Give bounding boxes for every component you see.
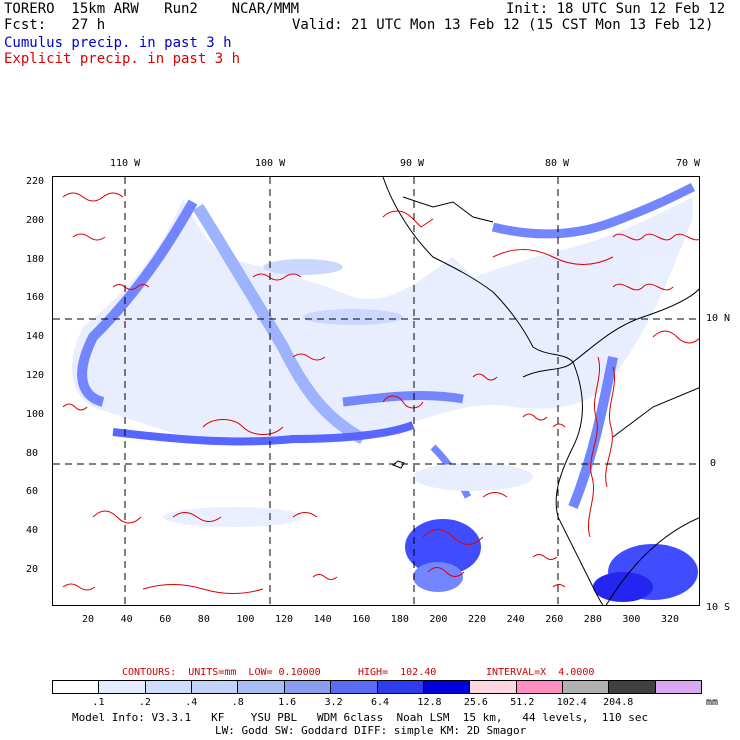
- map-canvas: [53, 177, 699, 605]
- model-physics: LW: Godd SW: Goddard DIFF: simple KM: 2D…: [215, 724, 527, 737]
- x-tick-label: 260: [545, 614, 564, 625]
- colorbar-tick-label: 51.2: [510, 697, 535, 708]
- colorbar-swatch: [331, 681, 378, 693]
- model-info: Model Info: V3.3.1 KF YSU PBL WDM 6class…: [72, 711, 649, 724]
- lon-label: 90 W: [400, 158, 425, 169]
- legend-explicit: Explicit precip. in past 3 h: [4, 51, 241, 67]
- colorbar-tick-label: .2: [138, 697, 151, 708]
- colorbar-tick-label: 204.8: [603, 697, 634, 708]
- y-tick-label: 220: [26, 176, 45, 187]
- x-tick-label: 80: [197, 614, 210, 625]
- y-tick-label: 40: [26, 525, 39, 537]
- x-tick-label: 40: [120, 614, 133, 625]
- y-tick-label: 120: [26, 370, 45, 381]
- colorbar-swatch: [238, 681, 285, 693]
- contours-interval: INTERVAL=X 4.0000: [486, 667, 595, 678]
- colorbar-swatch: [655, 681, 702, 693]
- colorbar: [52, 680, 702, 694]
- y-tick-label: 160: [26, 292, 45, 304]
- valid-time: Valid: 21 UTC Mon 13 Feb 12 (15 CST Mon …: [292, 17, 714, 33]
- y-tick-label: 60: [26, 486, 39, 498]
- x-tick-label: 300: [622, 614, 641, 625]
- colorbar-tick-label: .4: [185, 697, 198, 708]
- x-tick-label: 220: [468, 614, 487, 625]
- colorbar-swatch: [516, 681, 563, 693]
- cumulus-precip-fills: [72, 182, 698, 602]
- lat-lon-grid: [53, 177, 699, 605]
- colorbar-tick-label: .1: [92, 697, 105, 708]
- y-tick-label: 80: [26, 447, 39, 459]
- colorbar-tick-label: 6.4: [371, 697, 390, 708]
- colorbar-swatch: [53, 681, 100, 693]
- x-tick-label: 320: [661, 614, 680, 625]
- y-tick-label: 180: [26, 253, 45, 265]
- colorbar-swatch: [99, 681, 146, 693]
- x-tick-label: 280: [583, 614, 602, 625]
- legend-cumulus: Cumulus precip. in past 3 h: [4, 35, 232, 51]
- title-line: TORERO 15km ARW Run2 NCAR/MMM: [4, 1, 300, 17]
- lat-label: 10 N: [706, 313, 731, 324]
- y-tick-label: 140: [26, 331, 45, 343]
- colorbar-tick-label: 25.6: [463, 697, 488, 708]
- lat-label: 0: [710, 458, 717, 469]
- x-tick-label: 160: [352, 614, 371, 625]
- colorbar-swatch: [609, 681, 656, 693]
- y-tick-label: 100: [26, 408, 45, 420]
- x-tick-label: 20: [82, 614, 95, 625]
- colorbar-swatch: [145, 681, 193, 693]
- x-tick-label: 240: [506, 614, 525, 625]
- colorbar-tick-label: 102.4: [556, 697, 587, 708]
- y-tick-label: 20: [26, 564, 39, 575]
- colorbar-tick-label: 12.8: [417, 697, 442, 708]
- colorbar-swatch: [284, 681, 332, 693]
- lon-label: 80 W: [545, 158, 570, 169]
- lon-label: 100 W: [255, 158, 286, 169]
- x-tick-label: 200: [429, 614, 448, 625]
- contours-units: CONTOURS: UNITS=mm LOW= 0.10000: [122, 667, 321, 678]
- contours-high: HIGH= 102.40: [358, 667, 437, 678]
- colorbar-swatch: [192, 681, 239, 693]
- precip-map: [52, 176, 700, 606]
- lat-label: 10 S: [706, 602, 731, 613]
- colorbar-swatch: [470, 681, 517, 693]
- y-tick-label: 200: [26, 214, 45, 226]
- x-tick-label: 140: [313, 614, 332, 625]
- forecast-hour: Fcst: 27 h: [4, 17, 106, 33]
- lon-label: 70 W: [676, 158, 701, 169]
- x-tick-label: 180: [390, 614, 409, 625]
- colorbar-swatch: [562, 681, 610, 693]
- x-tick-label: 120: [275, 614, 294, 625]
- explicit-precip-contours: [62, 192, 699, 594]
- colorbar-units: mm: [706, 697, 719, 708]
- colorbar-tick-label: .8: [231, 697, 244, 708]
- colorbar-tick-label: 1.6: [278, 697, 297, 708]
- colorbar-tick-label: 3.2: [324, 697, 343, 708]
- colorbar-swatch: [423, 681, 471, 693]
- x-tick-label: 60: [159, 614, 172, 625]
- x-tick-label: 100: [236, 614, 255, 625]
- lon-label: 110 W: [110, 158, 141, 169]
- init-time: Init: 18 UTC Sun 12 Feb 12: [506, 1, 726, 17]
- colorbar-swatch: [377, 681, 424, 693]
